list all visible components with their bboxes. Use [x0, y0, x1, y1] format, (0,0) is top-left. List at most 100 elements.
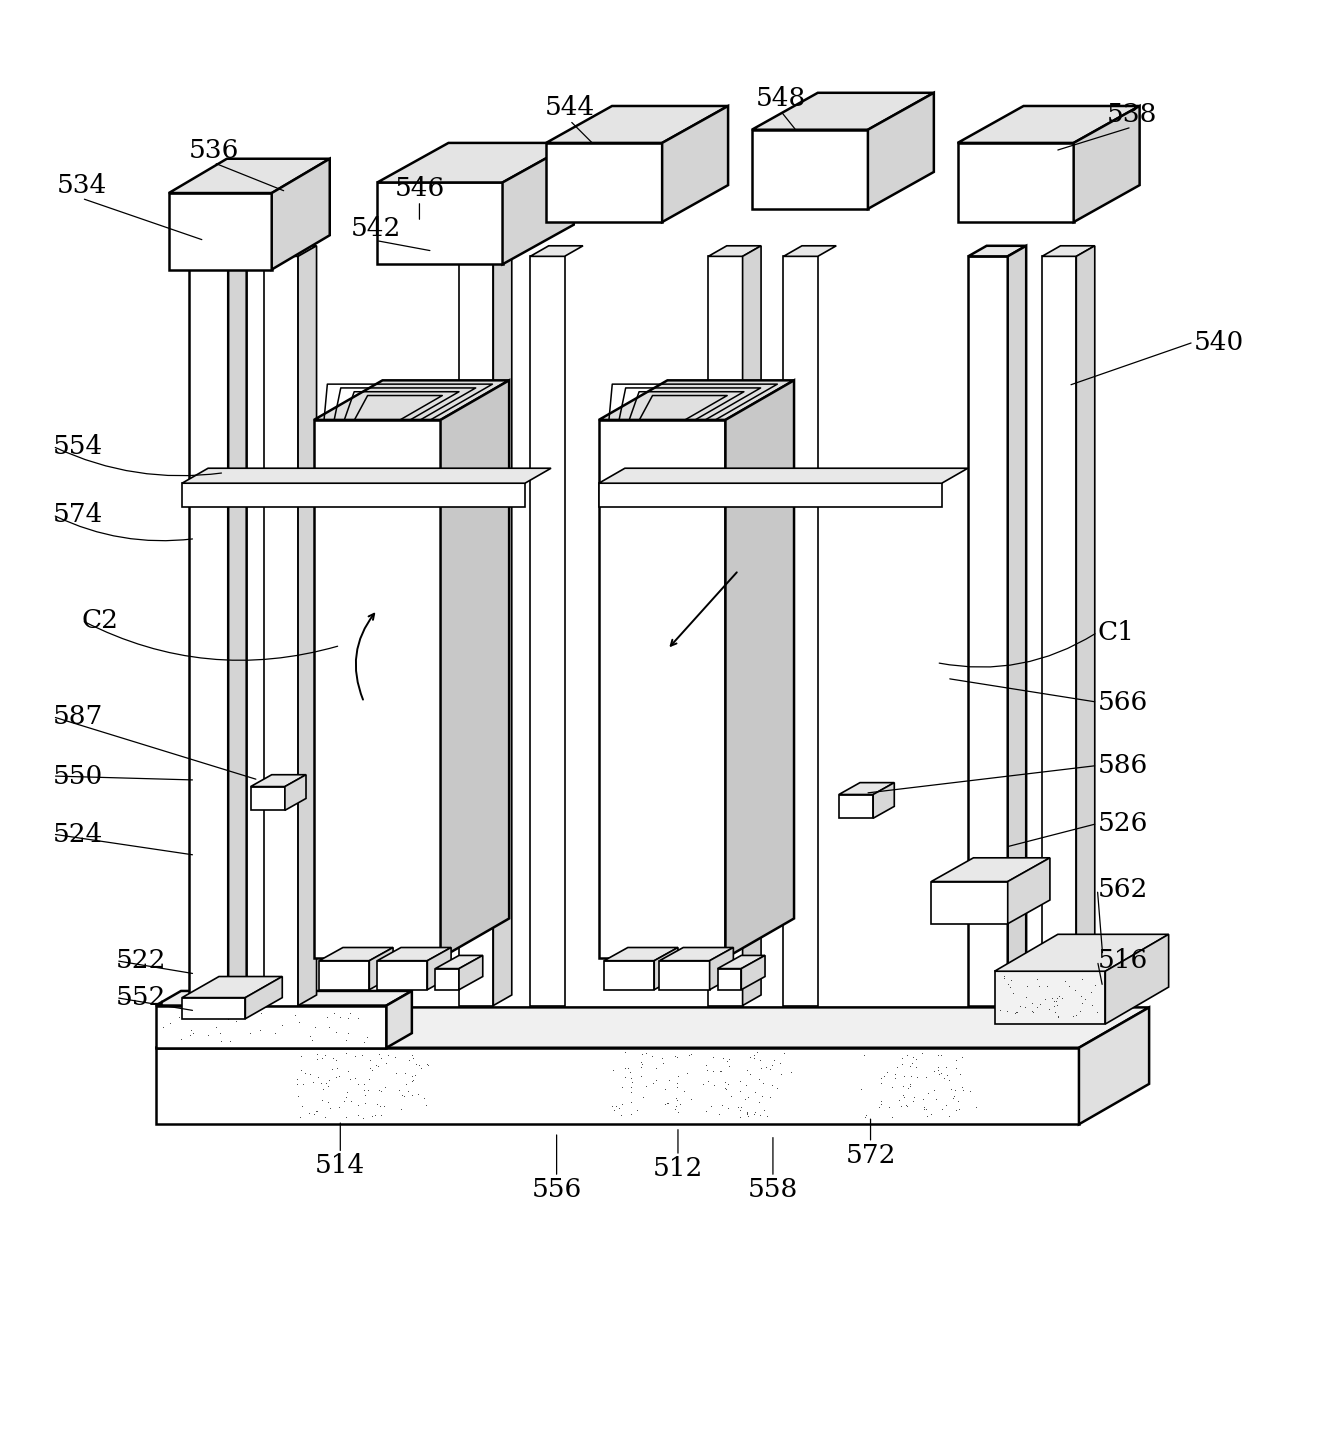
Polygon shape: [377, 948, 451, 961]
Polygon shape: [995, 971, 1105, 1024]
Polygon shape: [839, 794, 873, 819]
Text: 514: 514: [315, 1153, 365, 1179]
Polygon shape: [968, 257, 1008, 1005]
Polygon shape: [718, 955, 765, 969]
Polygon shape: [1076, 246, 1095, 1005]
Polygon shape: [599, 468, 968, 484]
Text: 548: 548: [756, 86, 806, 111]
Polygon shape: [931, 857, 1050, 882]
Polygon shape: [743, 246, 761, 1005]
Polygon shape: [182, 468, 551, 484]
Text: 540: 540: [1194, 330, 1244, 355]
Polygon shape: [710, 948, 733, 989]
Text: 558: 558: [748, 1178, 798, 1202]
Polygon shape: [995, 935, 1169, 971]
Polygon shape: [156, 1005, 386, 1048]
Polygon shape: [503, 144, 574, 264]
Polygon shape: [314, 419, 441, 958]
Polygon shape: [752, 129, 868, 208]
Polygon shape: [604, 961, 654, 989]
Text: 544: 544: [545, 95, 595, 121]
Polygon shape: [314, 381, 509, 419]
Text: 552: 552: [116, 985, 166, 1010]
Polygon shape: [599, 381, 794, 419]
Polygon shape: [435, 969, 459, 989]
Polygon shape: [530, 257, 565, 1005]
Polygon shape: [169, 159, 330, 192]
Polygon shape: [741, 955, 765, 989]
Text: 522: 522: [116, 948, 166, 974]
Polygon shape: [546, 144, 662, 223]
Polygon shape: [156, 1048, 1079, 1124]
Text: 556: 556: [532, 1178, 582, 1202]
Polygon shape: [228, 246, 247, 1005]
Polygon shape: [604, 948, 678, 961]
Polygon shape: [783, 246, 836, 257]
Text: 538: 538: [1107, 102, 1157, 128]
Polygon shape: [662, 106, 728, 223]
Text: 536: 536: [189, 138, 239, 162]
Polygon shape: [1008, 857, 1050, 923]
Polygon shape: [1042, 257, 1076, 1005]
Polygon shape: [958, 106, 1140, 144]
Polygon shape: [369, 948, 393, 989]
Polygon shape: [1008, 246, 1026, 1005]
Text: 550: 550: [53, 764, 103, 788]
Polygon shape: [182, 484, 525, 507]
Polygon shape: [783, 257, 818, 1005]
Text: 586: 586: [1097, 752, 1148, 778]
Polygon shape: [1074, 106, 1140, 223]
Polygon shape: [968, 246, 1026, 257]
Text: 546: 546: [394, 177, 445, 201]
Polygon shape: [599, 484, 942, 507]
Polygon shape: [386, 991, 412, 1048]
Polygon shape: [245, 976, 282, 1018]
Polygon shape: [708, 246, 761, 257]
Polygon shape: [725, 381, 794, 958]
Polygon shape: [459, 955, 483, 989]
Polygon shape: [319, 948, 393, 961]
Text: 572: 572: [845, 1143, 896, 1167]
Polygon shape: [377, 144, 574, 182]
Polygon shape: [1079, 1008, 1149, 1124]
Polygon shape: [459, 246, 512, 257]
Polygon shape: [156, 1008, 1149, 1048]
Polygon shape: [718, 969, 741, 989]
Polygon shape: [931, 882, 1008, 923]
Polygon shape: [264, 257, 298, 1005]
Polygon shape: [319, 961, 369, 989]
Polygon shape: [1042, 246, 1095, 257]
Text: 587: 587: [53, 704, 103, 729]
Polygon shape: [441, 381, 509, 958]
Polygon shape: [169, 192, 272, 270]
Polygon shape: [285, 774, 306, 810]
Polygon shape: [272, 159, 330, 270]
Polygon shape: [459, 257, 493, 1005]
Polygon shape: [868, 93, 934, 208]
Text: C2: C2: [82, 607, 119, 633]
Polygon shape: [182, 976, 282, 998]
Polygon shape: [264, 246, 317, 257]
Text: 554: 554: [53, 434, 103, 458]
Polygon shape: [251, 774, 306, 787]
Text: 516: 516: [1097, 948, 1148, 974]
Polygon shape: [156, 991, 412, 1005]
Polygon shape: [377, 182, 503, 264]
Polygon shape: [435, 955, 483, 969]
Text: 534: 534: [57, 174, 107, 198]
Polygon shape: [493, 246, 512, 1005]
Polygon shape: [599, 419, 725, 958]
Text: 542: 542: [351, 215, 401, 240]
Polygon shape: [839, 783, 894, 794]
Polygon shape: [546, 106, 728, 144]
Text: 524: 524: [53, 821, 103, 847]
Polygon shape: [873, 783, 894, 819]
Polygon shape: [660, 948, 733, 961]
Text: 574: 574: [53, 503, 103, 527]
Polygon shape: [377, 961, 427, 989]
Polygon shape: [958, 144, 1074, 223]
Polygon shape: [660, 961, 710, 989]
Text: 562: 562: [1097, 877, 1148, 902]
Polygon shape: [251, 787, 285, 810]
Polygon shape: [752, 93, 934, 129]
